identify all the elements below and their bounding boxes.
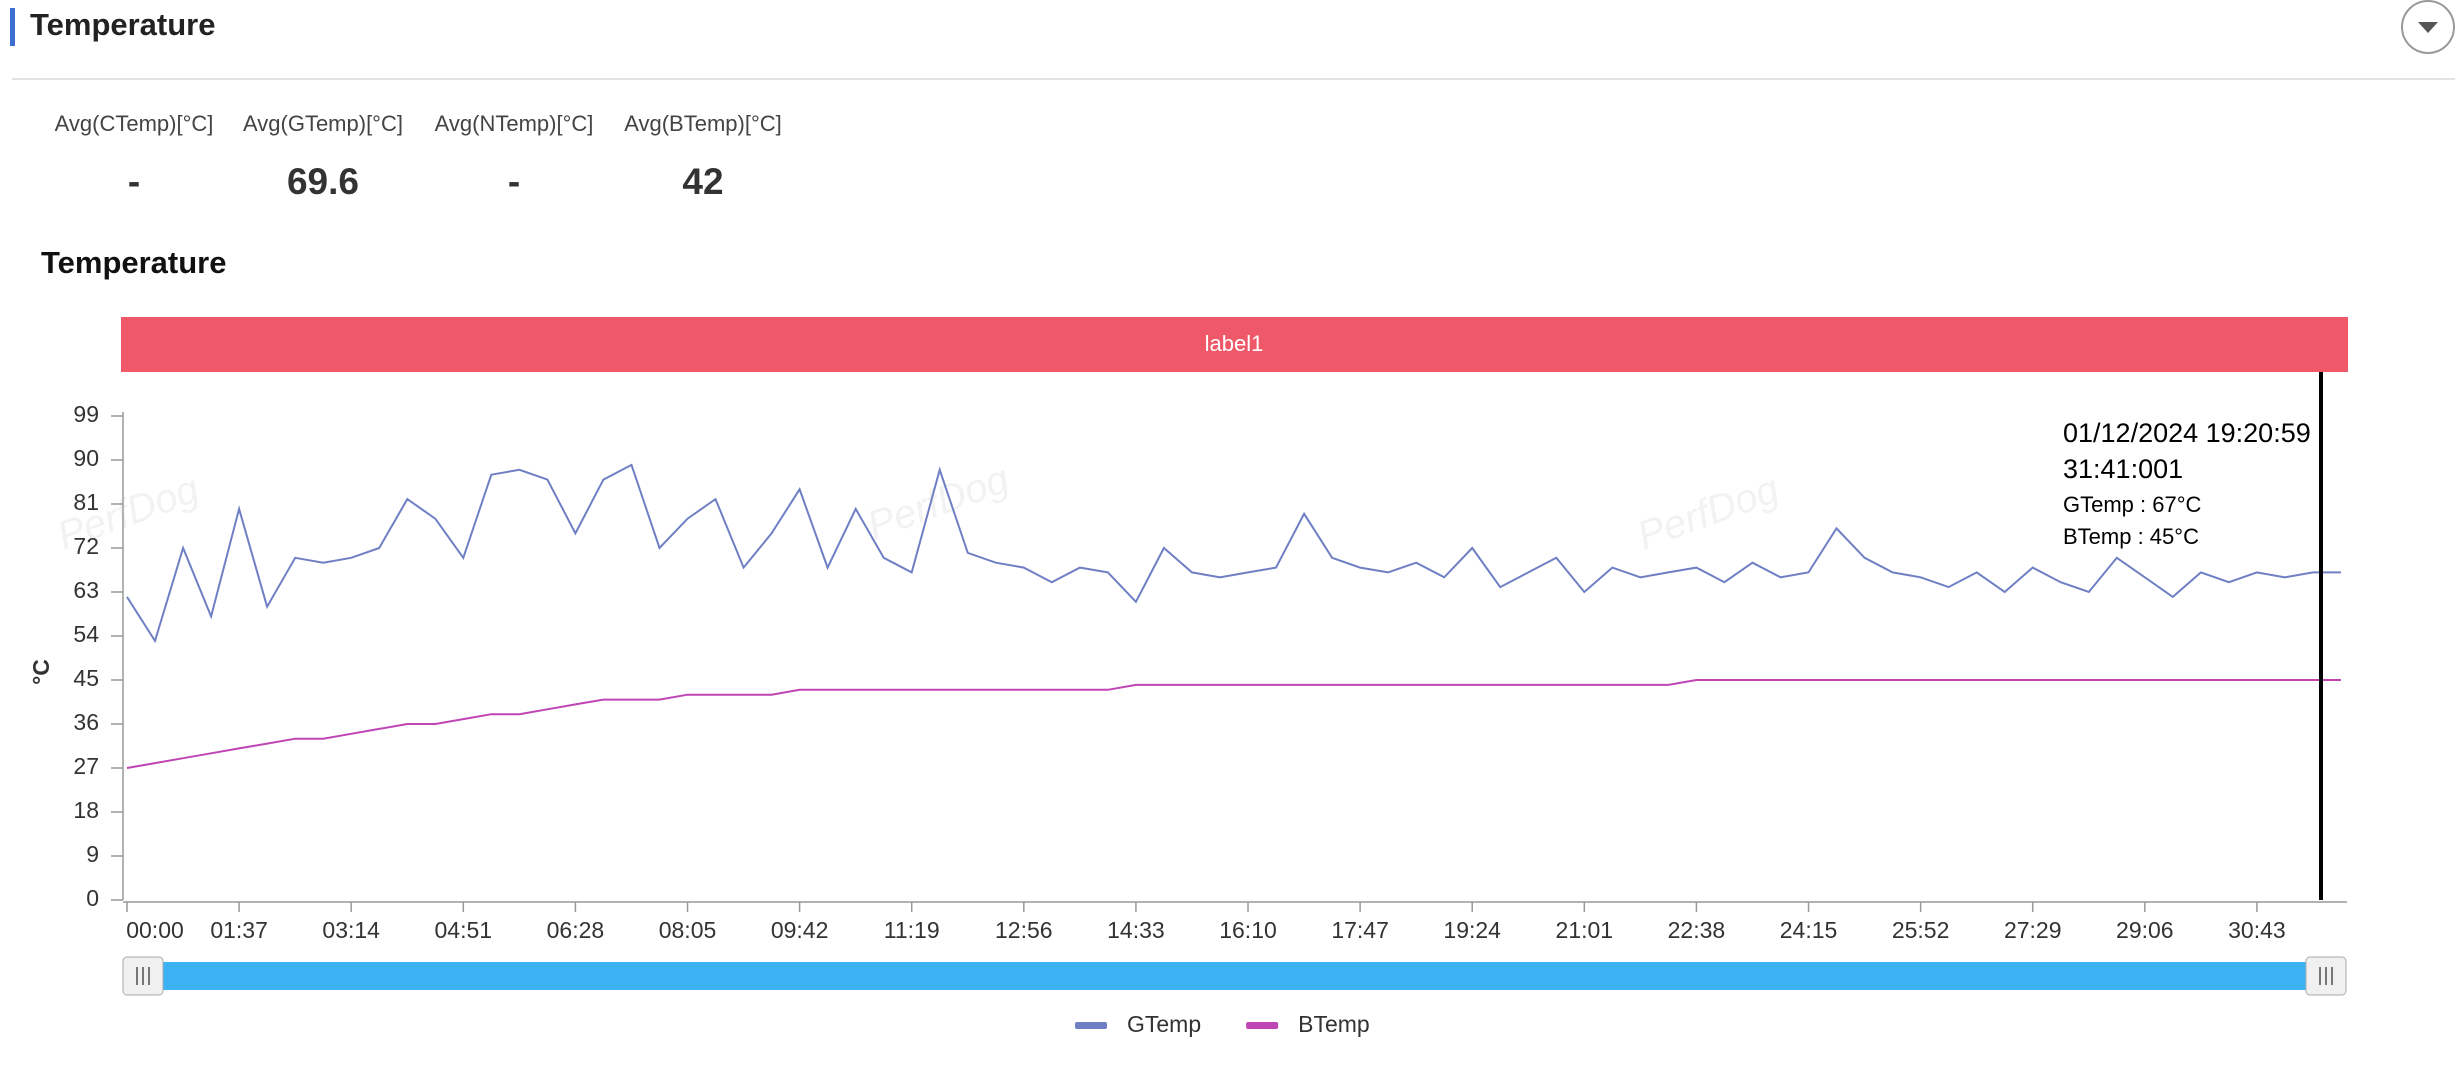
x-tick-label: 21:01: [1556, 917, 1614, 943]
tooltip-line: 01/12/2024 19:20:59: [2063, 418, 2311, 448]
watermark: PerfDog: [862, 457, 1015, 549]
series-line: [126, 679, 2341, 769]
x-tick-label: 08:05: [659, 917, 717, 943]
y-tick-label: 0: [86, 885, 99, 911]
x-tick-label: 29:06: [2116, 917, 2174, 943]
section-title: Temperature: [30, 7, 216, 42]
band-label: label1: [1205, 331, 1264, 356]
x-tick-label: 16:10: [1219, 917, 1277, 943]
x-tick-label: 09:42: [771, 917, 829, 943]
x-tick-label: 17:47: [1331, 917, 1389, 943]
y-tick-label: 99: [73, 401, 99, 427]
x-tick-label: 03:14: [322, 917, 380, 943]
collapse-button[interactable]: [2401, 0, 2455, 54]
stats: Avg(CTemp)[°C] - Avg(GTemp)[°C] 69.6 Avg(NTe…: [55, 111, 782, 202]
stat-value: 42: [682, 161, 723, 202]
plot: PerfDog PerfDog PerfDog0918273645546372819…: [52, 372, 2347, 943]
stat-label: Avg(GTemp)[°C]: [243, 111, 403, 136]
series-line: [126, 463, 2341, 644]
chart-title: Temperature: [41, 245, 227, 280]
band: [121, 317, 2348, 372]
x-tick-label: 06:28: [547, 917, 605, 943]
x-tick-label: 25:52: [1892, 917, 1950, 943]
x-tick-label: 24:15: [1780, 917, 1838, 943]
stat-value: -: [508, 161, 520, 202]
tooltip-line: GTemp : 67°C: [2063, 492, 2202, 517]
legend-label: BTemp: [1298, 1011, 1370, 1037]
x-tick-label: 14:33: [1107, 917, 1165, 943]
x-tick-label: 22:38: [1668, 917, 1726, 943]
watermark: PerfDog: [1632, 467, 1785, 559]
x-tick-label: 12:56: [995, 917, 1053, 943]
legend-swatch: [1075, 1022, 1107, 1029]
y-tick-label: 63: [73, 577, 99, 603]
x-tick-label: 00:00: [126, 917, 184, 943]
handle-grip: [2319, 967, 2333, 985]
x-tick-label: 19:24: [1443, 917, 1501, 943]
stat-label: Avg(BTemp)[°C]: [624, 111, 782, 136]
x-tick-label: 27:29: [2004, 917, 2062, 943]
tooltip-line: 31:41:001: [2063, 454, 2183, 484]
x-tick-label: 11:19: [884, 917, 940, 943]
legend: GTemp BTemp: [1075, 1011, 1370, 1037]
x-tick-label: 30:43: [2228, 917, 2286, 943]
legend-swatch: [1246, 1022, 1279, 1029]
y-tick-label: 45: [73, 665, 99, 691]
y-tick-label: 36: [73, 709, 99, 735]
stat-label: Avg(CTemp)[°C]: [55, 111, 214, 136]
collapse-arrow[interactable]: [2418, 22, 2438, 33]
x-tick-label: 01:37: [210, 917, 268, 943]
y-tick-label: 9: [86, 841, 99, 867]
tooltip-line: BTemp : 45°C: [2063, 524, 2199, 549]
stat-value: 69.6: [287, 161, 359, 202]
y-tick-label: 81: [73, 489, 99, 515]
y-tick-label: 18: [73, 797, 99, 823]
legend-label: GTemp: [1127, 1011, 1201, 1037]
y-axis-title: °C: [28, 659, 54, 685]
stat-value: -: [128, 161, 140, 202]
handle-grip: [136, 967, 150, 985]
slider-track[interactable]: [123, 962, 2345, 990]
stat-label: Avg(NTemp)[°C]: [435, 111, 594, 136]
y-tick-label: 90: [73, 445, 99, 471]
x-tick-label: 04:51: [435, 917, 493, 943]
y-tick-label: 27: [73, 753, 99, 779]
title-accent: [10, 8, 15, 46]
y-tick-label: 54: [73, 621, 99, 647]
zoom-slider[interactable]: [122, 956, 2347, 996]
y-tick-label: 72: [73, 533, 99, 559]
